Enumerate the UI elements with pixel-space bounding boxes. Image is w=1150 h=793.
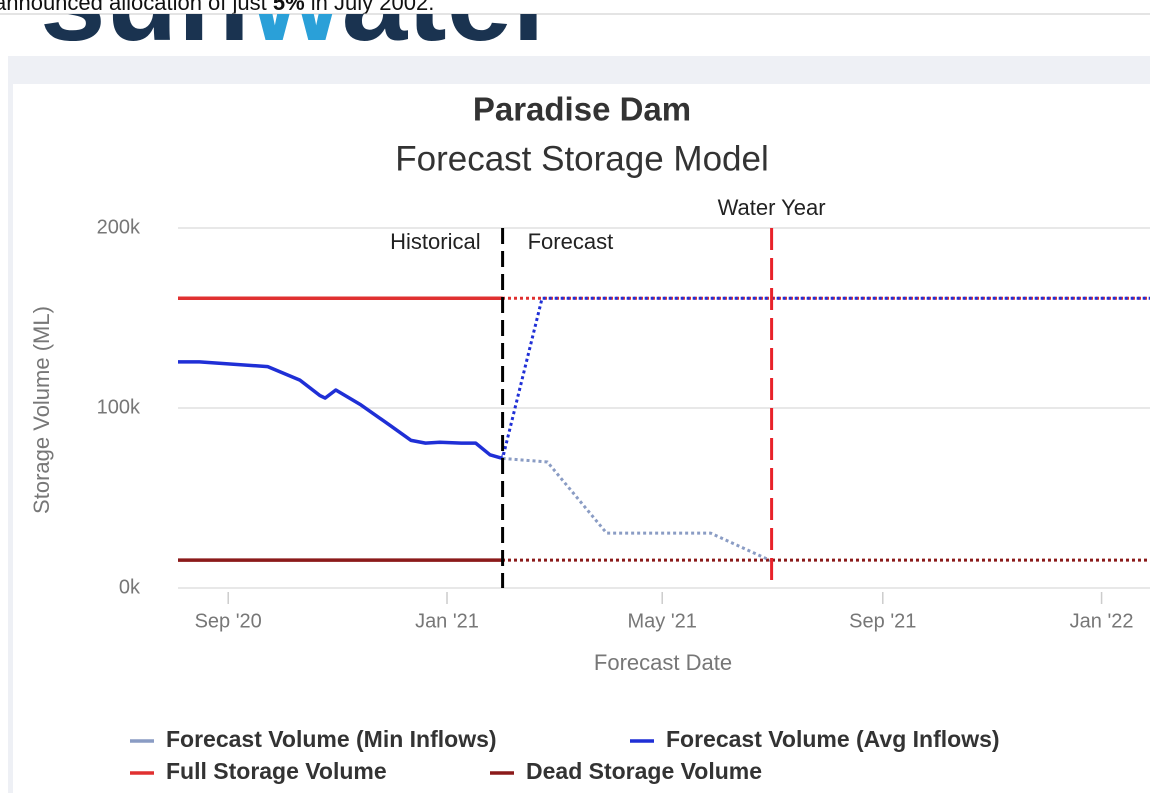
x-tick-label: Sep '20 [195, 610, 262, 632]
chart-title: Paradise Dam [473, 91, 691, 128]
y-tick-label: 200k [97, 216, 141, 238]
logo-part: ater [342, 0, 558, 66]
logo-part: sun [40, 0, 250, 66]
legend-label: Dead Storage Volume [526, 758, 762, 784]
top-text: announced allocation of just 5% in July … [0, 0, 434, 15]
y-tick-label: 100k [97, 396, 141, 418]
water-year-label: Water Year [718, 195, 826, 220]
legend-label: Forecast Volume (Avg Inflows) [666, 726, 1000, 752]
top-text-part: in July 2002. [305, 0, 435, 15]
chart-subtitle: Forecast Storage Model [395, 139, 769, 178]
logo-text: sunwater [40, 0, 558, 66]
x-tick-label: Jan '22 [1070, 610, 1134, 632]
panel [13, 84, 1150, 793]
divider-right-label: Forecast [528, 229, 614, 254]
logo: sunwater [40, 0, 558, 66]
y-tick-label: 0k [119, 576, 141, 598]
x-axis-label: Forecast Date [594, 650, 732, 675]
legend-label: Full Storage Volume [166, 758, 387, 784]
y-axis-label: Storage Volume (ML) [29, 306, 54, 514]
logo-part: w [249, 0, 343, 66]
top-text-part: announced allocation of just [0, 0, 273, 15]
top-text-bold: 5% [273, 0, 305, 15]
legend-label: Forecast Volume (Min Inflows) [166, 726, 497, 752]
x-tick-label: Sep '21 [849, 610, 916, 632]
x-tick-label: May '21 [628, 610, 697, 632]
divider-left-label: Historical [390, 229, 480, 254]
legend: Forecast Volume (Min Inflows) Forecast Vo… [130, 726, 1000, 784]
x-tick-label: Jan '21 [415, 610, 479, 632]
series-line-historical [178, 360, 503, 461]
